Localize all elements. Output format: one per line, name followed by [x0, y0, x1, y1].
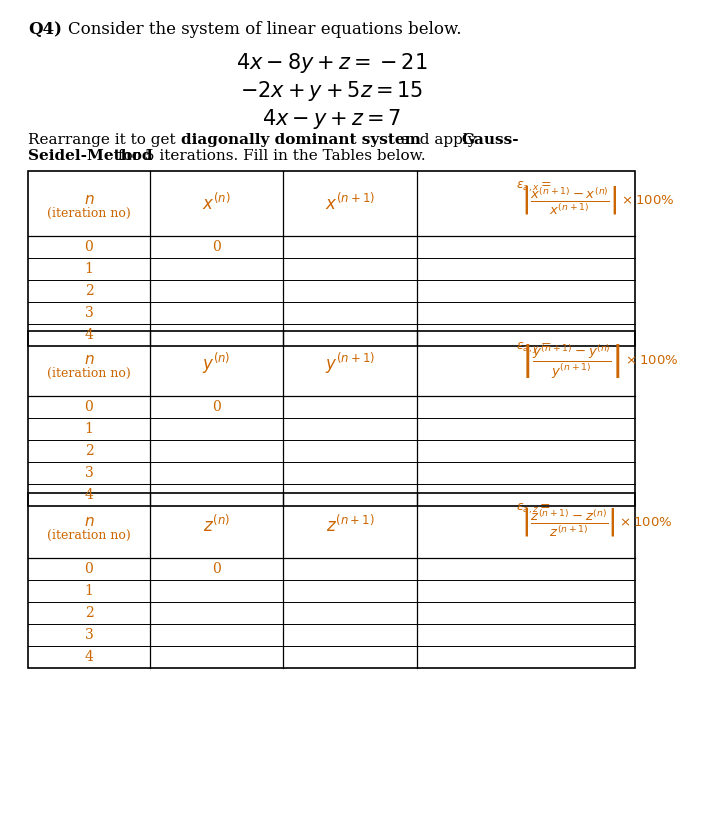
Text: 0: 0 — [212, 400, 221, 414]
Text: 0: 0 — [212, 562, 221, 576]
Text: Consider the system of linear equations below.: Consider the system of linear equations … — [68, 21, 461, 38]
Text: for 5 iterations. Fill in the Tables below.: for 5 iterations. Fill in the Tables bel… — [113, 149, 426, 163]
Text: 2: 2 — [84, 284, 94, 298]
Bar — [28, 171, 635, 346]
Text: $\left|\dfrac{z^{(n+1)}-z^{(n)}}{z^{(n+1)}}\right|\times100\%$: $\left|\dfrac{z^{(n+1)}-z^{(n)}}{z^{(n+1… — [521, 506, 673, 539]
Text: $n$: $n$ — [84, 192, 94, 207]
Text: $x^{(n)}$: $x^{(n)}$ — [202, 193, 231, 214]
Text: 4: 4 — [84, 328, 94, 342]
Text: 3: 3 — [84, 466, 94, 480]
Text: $\left|\dfrac{x^{(n+1)}-x^{(n)}}{x^{(n+1)}}\right|\times100\%$: $\left|\dfrac{x^{(n+1)}-x^{(n)}}{x^{(n+1… — [521, 184, 674, 217]
Text: $x^{(n+1)}$: $x^{(n+1)}$ — [325, 193, 375, 214]
Text: $y^{(n)}$: $y^{(n)}$ — [202, 351, 231, 376]
Text: 1: 1 — [84, 262, 94, 276]
Text: $\varepsilon_{a,z}=$: $\varepsilon_{a,z}=$ — [517, 502, 552, 516]
Text: $z^{(n+1)}$: $z^{(n+1)}$ — [325, 515, 375, 536]
Text: $n$: $n$ — [84, 515, 94, 529]
Text: 0: 0 — [84, 562, 94, 576]
Text: (iteration no): (iteration no) — [47, 529, 131, 542]
Text: Q4): Q4) — [28, 21, 62, 38]
Text: $n$: $n$ — [84, 352, 94, 366]
Text: 2: 2 — [84, 606, 94, 620]
Text: $y^{(n+1)}$: $y^{(n+1)}$ — [325, 351, 375, 376]
Text: Seidel-Method: Seidel-Method — [28, 149, 153, 163]
Text: Gauss-: Gauss- — [462, 133, 520, 147]
Text: 4: 4 — [84, 650, 94, 664]
Text: 0: 0 — [84, 400, 94, 414]
Text: Rearrange it to get: Rearrange it to get — [28, 133, 181, 147]
Text: 2: 2 — [84, 444, 94, 458]
Text: $4x-8y+z=-21$: $4x-8y+z=-21$ — [236, 51, 427, 75]
Text: $\varepsilon_{a,x}=$: $\varepsilon_{a,x}=$ — [517, 180, 553, 195]
Text: 3: 3 — [84, 306, 94, 320]
Text: $-2x+y+5z=15$: $-2x+y+5z=15$ — [240, 79, 423, 103]
Text: 0: 0 — [84, 240, 94, 254]
Text: 1: 1 — [84, 584, 94, 598]
Text: 1: 1 — [84, 422, 94, 436]
Text: $4x-y+z=7$: $4x-y+z=7$ — [262, 107, 401, 131]
Text: $z^{(n)}$: $z^{(n)}$ — [203, 515, 230, 536]
Text: and apply: and apply — [396, 133, 481, 147]
Bar — [28, 331, 635, 506]
Text: (iteration no): (iteration no) — [47, 367, 131, 380]
Text: 4: 4 — [84, 488, 94, 502]
Text: 3: 3 — [84, 628, 94, 642]
Text: 0: 0 — [212, 240, 221, 254]
Text: $\left|\dfrac{y^{(n+1)}-y^{(n)}}{y^{(n+1)}}\right|\times100\%$: $\left|\dfrac{y^{(n+1)}-y^{(n)}}{y^{(n+1… — [521, 342, 679, 379]
Text: diagonally dominant system: diagonally dominant system — [181, 133, 421, 147]
Bar — [28, 493, 635, 668]
Text: (iteration no): (iteration no) — [47, 207, 131, 220]
Text: $\varepsilon_{a,y}=$: $\varepsilon_{a,y}=$ — [517, 340, 553, 355]
